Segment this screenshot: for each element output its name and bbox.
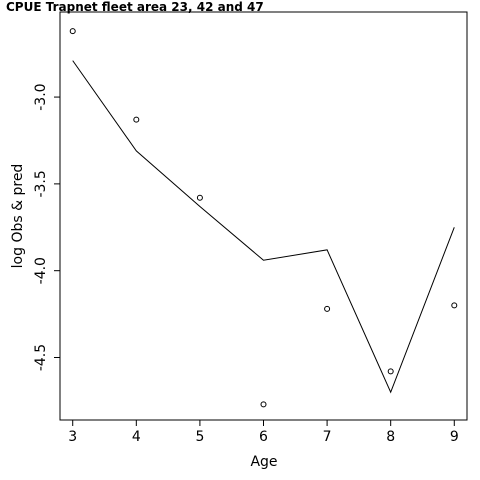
x-tick-label: 7 (323, 429, 332, 445)
observed-point (196, 194, 203, 201)
x-tick-label: 5 (195, 429, 204, 445)
y-axis: -3.0 -3.5 -4.0 -4.5 (33, 83, 60, 371)
y-tick-label: -4.0 (33, 257, 49, 284)
x-tick-label: 6 (259, 429, 268, 445)
observed-point (324, 305, 331, 312)
predicted-line (72, 60, 455, 394)
chart-title: CPUE Trapnet fleet area 23, 42 and 47 (6, 0, 264, 14)
x-tick-label: 3 (68, 429, 77, 445)
observed-point (451, 302, 458, 309)
observed-point (69, 28, 76, 35)
observed-point (387, 368, 394, 375)
x-axis-label: Age (250, 454, 277, 470)
y-tick-label: -3.0 (33, 83, 49, 110)
x-tick-label: 9 (450, 429, 459, 445)
y-axis-label: log Obs & pred (10, 164, 26, 269)
y-tick-label: -3.5 (33, 170, 49, 197)
x-axis: 3 4 5 6 7 8 9 (68, 420, 459, 445)
x-tick-label: 8 (386, 429, 395, 445)
observed-point (260, 401, 267, 408)
x-tick-label: 4 (132, 429, 141, 445)
series-layer (69, 28, 458, 408)
y-tick-label: -4.5 (33, 344, 49, 371)
observed-point (133, 116, 140, 123)
plot-frame (59, 11, 468, 421)
